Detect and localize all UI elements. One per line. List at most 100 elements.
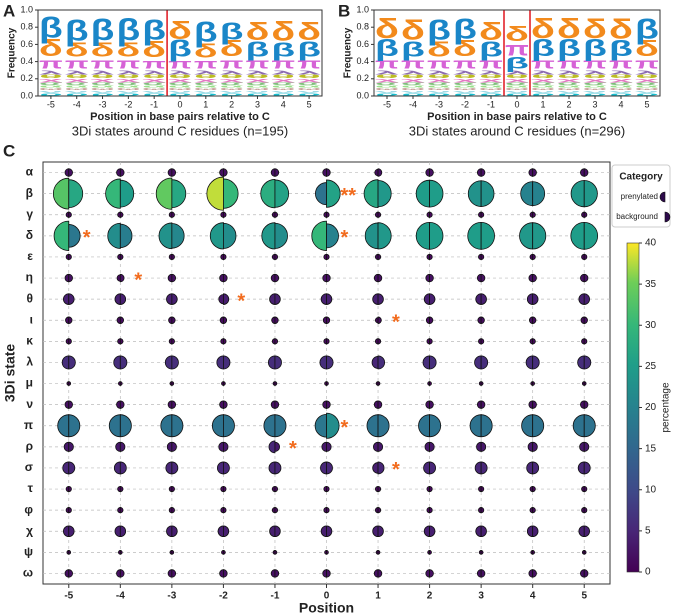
half-dot [529,338,534,345]
half-dot [223,400,228,409]
half-dot [119,441,126,452]
half-dot [532,485,536,493]
logo-letter: π [401,56,425,72]
y-tick-label: ω [23,566,33,580]
panel-label: C [3,141,15,160]
half-dot [478,253,482,261]
half-dot [467,222,482,250]
half-dot [274,179,290,208]
half-dot [480,180,495,207]
logo-letter: β [168,36,192,62]
half-dot [274,507,278,514]
logo-letter: ρ [427,92,451,96]
half-dot [274,168,280,177]
half-dot [532,338,536,345]
logo-letter: χ [91,77,116,82]
logo-letter: π [427,56,451,72]
half-dot [326,338,330,345]
logo-letter: λ [116,69,140,75]
legend-label: prenylated [621,192,658,201]
half-dot [532,181,546,207]
logo-letter: δ [91,39,115,61]
logo-letter: β [609,36,633,60]
logo-letter: θ [401,74,425,79]
logo-letter: λ [609,69,633,75]
half-dot [415,222,430,250]
half-dot [322,569,327,578]
logo-letter: χ [246,77,271,82]
half-dot [223,316,228,324]
logo-letter: α [479,85,504,89]
logo-letter: α [401,85,426,89]
half-dot [171,550,175,555]
half-dot [326,461,333,475]
logo-letter: ω [65,87,89,91]
half-dot [223,569,228,578]
half-dot [377,381,381,386]
half-dot [119,338,124,345]
half-dot [171,400,177,409]
logo-letter: λ [220,69,244,75]
significance-mark: * [392,312,400,334]
logo-letter: ρ [297,92,321,96]
half-dot [583,168,589,177]
logo-letter: ρ [271,92,295,96]
x-tick-label: 2 [427,591,433,602]
half-dot [219,569,224,578]
half-dot [223,273,228,283]
colorbar-tick-label: 0 [645,567,651,578]
half-dot [480,400,486,409]
logo-letter: χ [427,77,452,82]
logo-letter: λ [65,69,89,75]
logo-letter: χ [557,77,582,82]
logo-letter: β [557,35,581,61]
logo-letter: δ [39,35,63,61]
x-tick-label: -2 [219,591,228,602]
logo-letter: π [246,56,270,72]
logo-letter: ω [194,87,218,91]
half-dot [274,355,282,370]
half-dot [105,178,121,209]
half-dot [68,507,72,514]
logo-letter: ω [531,87,555,91]
logo-letter: ρ [531,92,555,96]
half-dot [158,222,173,250]
half-dot [429,525,436,538]
half-dot [53,220,70,251]
half-dot [480,507,485,514]
logo-letter: β [65,16,89,47]
half-dot [583,400,589,409]
half-dot [375,253,379,261]
half-dot [64,569,70,578]
half-dot [583,316,588,324]
half-dot [583,507,588,514]
half-dot [274,550,278,555]
half-dot [581,485,585,493]
half-dot [326,381,329,386]
half-dot [220,253,224,261]
half-dot [274,222,288,249]
x-tick-label: -1 [150,99,158,109]
logo-letter: π [609,56,633,72]
half-dot [477,316,482,324]
half-dot [119,400,125,409]
logo-letter: ρ [375,92,399,96]
half-dot [117,253,121,261]
y-tick-label: τ [28,481,34,495]
half-dot [377,507,382,514]
half-dot [572,414,585,438]
half-dot [171,253,175,261]
y-tick-label: 0.8 [20,22,33,32]
half-dot [532,550,535,555]
x-tick-label: 1 [540,99,545,109]
half-dot [326,525,333,538]
logo-letter: δ [609,15,633,45]
half-dot [323,211,327,218]
logo-letter: δ [505,22,529,45]
half-dot [375,507,379,514]
half-dot [480,461,488,475]
half-dot [478,211,482,218]
x-tick-label: 2 [229,99,234,109]
half-dot [373,569,379,578]
logo-letter: ν [39,90,63,94]
